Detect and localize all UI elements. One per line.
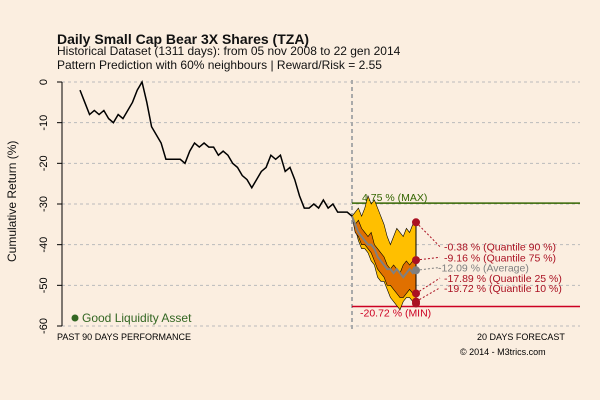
y-tick-label: -10: [38, 115, 50, 131]
annotation-leader: [415, 266, 441, 271]
forecast-period-label: 20 DAYS FORECAST: [477, 332, 565, 342]
legend-label: Good Liquidity Asset: [82, 311, 192, 325]
quantile-point-q25: [412, 289, 420, 298]
annotation-leader: [415, 256, 441, 261]
y-tick-label: -30: [38, 196, 50, 212]
annotation-leader: [415, 277, 441, 294]
chart-subtitle-dataset: Historical Dataset (1311 days): from 05 …: [57, 44, 401, 58]
past-period-label: PAST 90 DAYS PERFORMANCE: [57, 332, 191, 342]
annotation-avg: -12.09 % (Average): [438, 262, 529, 274]
y-tick-label: -60: [38, 318, 50, 334]
y-tick-label: -50: [38, 277, 50, 293]
y-tick-label: 0: [38, 79, 50, 85]
annotation-min: -20.72 % (MIN): [360, 307, 431, 319]
annotation-q90: -0.38 % (Quantile 90 %): [444, 242, 556, 254]
y-tick-label: -40: [38, 237, 50, 253]
annotation-q10: -19.72 % (Quantile 10 %): [444, 283, 562, 295]
quantile-point-avg: [412, 266, 420, 275]
annotation-q75: -9.16 % (Quantile 75 %): [444, 252, 556, 264]
history-line: [79, 80, 353, 217]
annotation-max: 4.75 % (MAX): [362, 192, 427, 204]
copyright: © 2014 - M3trics.com: [460, 347, 546, 357]
chart-subtitle-prediction: Pattern Prediction with 60% neighbours |…: [57, 58, 382, 72]
legend-marker: [71, 314, 79, 322]
annotation-q25: -17.89 % (Quantile 25 %): [444, 273, 562, 285]
annotation-leader: [415, 221, 441, 248]
average-line: [351, 215, 417, 279]
min-point: [412, 299, 420, 308]
quantile-point-q90: [412, 218, 420, 227]
annotation-leader: [415, 287, 441, 303]
y-tick-label: -20: [38, 155, 50, 171]
chart-title: Daily Small Cap Bear 3X Shares (TZA): [57, 31, 310, 47]
quantile-point-q75: [412, 256, 420, 265]
